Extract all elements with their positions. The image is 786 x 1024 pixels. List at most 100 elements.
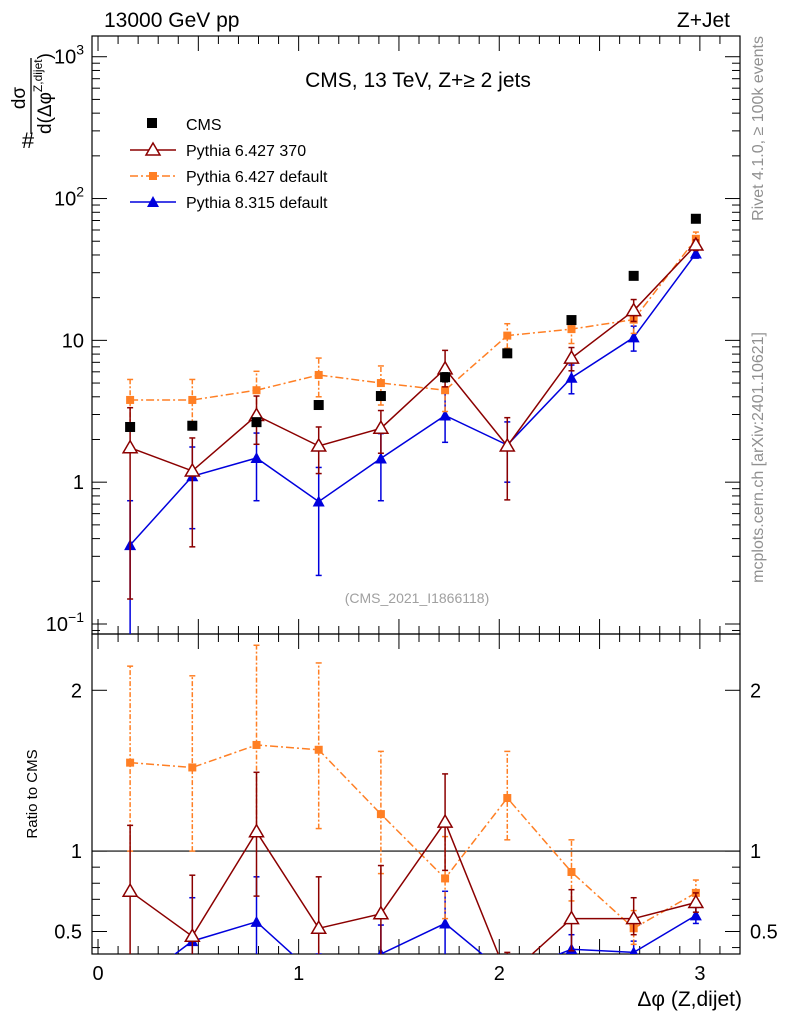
data-point-triangle-open [436, 360, 454, 375]
data-point-square [567, 325, 576, 334]
data-point-square [126, 395, 135, 404]
clipped-marks [121, 644, 705, 954]
data-point-square [567, 867, 576, 876]
data-point-square [126, 758, 135, 767]
data-point-triangle-open [625, 910, 642, 925]
ratio-axis-ticks: 0.5 0.5 1 1 2 2 0 1 2 3 [54, 634, 778, 985]
ratio-y-tick-label-left: 0.5 [54, 921, 82, 943]
data-point-square [187, 420, 198, 431]
data-point-triangle [629, 946, 638, 954]
y-label-hash: # [22, 128, 35, 153]
data-point-square [376, 810, 385, 819]
data-point-square [252, 386, 261, 395]
series-pythia-6-427-370 [121, 771, 705, 954]
data-point-square [502, 348, 513, 359]
data-point-triangle-open [687, 236, 705, 251]
header-right-title: Z+Jet [677, 9, 730, 32]
data-point-triangle-open [625, 302, 642, 317]
ratio-y-tick-label-right: 2 [750, 680, 761, 702]
y-label-numerator: dσ [9, 87, 30, 110]
main-y-tick-label: 103 [54, 42, 84, 69]
data-point-square [313, 400, 324, 411]
data-point-triangle [374, 452, 387, 464]
data-point-triangle-open [121, 439, 139, 454]
main-y-tick-label: 10−1 [46, 609, 84, 636]
data-point-square [375, 391, 386, 402]
ratio-series-marks [121, 644, 705, 954]
analysis-watermark: (CMS_2021_I1866118) [345, 590, 490, 606]
tick-exponent: 2 [76, 184, 84, 200]
data-point-triangle-open [563, 349, 580, 364]
data-point-square [188, 763, 197, 772]
ratio-y-tick-label-right: 1 [750, 841, 761, 863]
data-point-triangle [250, 915, 263, 927]
data-point-square [503, 331, 512, 340]
data-point-square [690, 213, 701, 224]
y-label-den-prefix: d(Δφ [35, 92, 56, 134]
x-tick-label: 3 [694, 963, 705, 985]
main-y-tick-label: 102 [54, 184, 84, 211]
main-y-tick-label: 10 [62, 330, 84, 352]
series-line [130, 238, 697, 401]
series-line [129, 820, 697, 954]
series-line [129, 244, 697, 472]
data-point-triangle-open [184, 462, 201, 477]
data-point-triangle-open [310, 919, 328, 935]
data-point-triangle [689, 909, 702, 921]
data-point-triangle-open [436, 813, 454, 828]
legend-item-pythia6-default: Pythia 6.427 default [130, 169, 328, 186]
legend-label-pythia6-default: Pythia 6.427 default [186, 169, 328, 186]
tick-base: 10 [54, 189, 76, 211]
y-label-den-sup: Z,dijet [31, 59, 45, 92]
x-tick-label: 2 [494, 963, 505, 985]
legend-item-cms: CMS [147, 117, 222, 134]
legend: CMS Pythia 6.427 370 Pythia 6.427 defaul… [130, 117, 328, 212]
data-point-triangle [439, 917, 452, 929]
data-point-square [252, 740, 261, 749]
legend-item-pythia8-default: Pythia 8.315 default [130, 195, 328, 212]
tick-base: 10 [54, 47, 76, 69]
data-point-square [314, 745, 323, 754]
data-point-triangle-open [498, 437, 516, 452]
tick-exponent: 3 [76, 42, 84, 58]
series-pythia-8-315-default [124, 247, 702, 634]
data-point-triangle [312, 495, 325, 507]
legend-marker-cms [147, 118, 157, 128]
series-line [129, 253, 697, 546]
header-left-title: 13000 GeV pp [104, 9, 239, 32]
data-point-triangle-open [121, 882, 139, 898]
mcplots-label: mcplots.cern.ch [arXiv:2401.10621] [750, 332, 767, 583]
legend-marker-pythia6-default [149, 172, 157, 180]
data-point-square [441, 386, 450, 395]
data-point-square [251, 417, 262, 428]
ratio-y-tick-label-left: 2 [71, 680, 82, 702]
tick-exponent: −1 [68, 609, 84, 625]
data-point-triangle-open [687, 894, 705, 909]
data-point-square [314, 370, 323, 379]
data-point-triangle-open [310, 437, 328, 452]
legend-marker-pythia8-default [147, 196, 159, 207]
x-tick-label: 0 [92, 963, 103, 985]
y-label-denominator: d(ΔφZ,dijet) [31, 53, 56, 134]
data-point-triangle [565, 371, 578, 383]
y-label-den-suffix: ) [35, 53, 56, 59]
legend-item-pythia6-370: Pythia 6.427 370 [130, 141, 306, 160]
legend-label-pythia8-default: Pythia 8.315 default [186, 195, 328, 212]
series-line [130, 744, 697, 930]
main-y-axis-label: # dσ d(ΔφZ,dijet) [9, 53, 56, 153]
data-point-square [566, 315, 577, 326]
data-point-triangle-open [372, 905, 390, 920]
series-pythia-6-427-370 [121, 236, 705, 600]
series-pythia-8-315-default [173, 876, 702, 954]
series-line [173, 914, 697, 954]
ratio-plot-frame [91, 633, 741, 955]
data-point-square [503, 794, 512, 803]
ratio-y-axis-label: Ratio to CMS [24, 749, 41, 838]
data-point-square [125, 421, 136, 432]
data-point-square [188, 395, 197, 404]
data-point-triangle [689, 247, 702, 259]
data-point-square [628, 270, 639, 281]
